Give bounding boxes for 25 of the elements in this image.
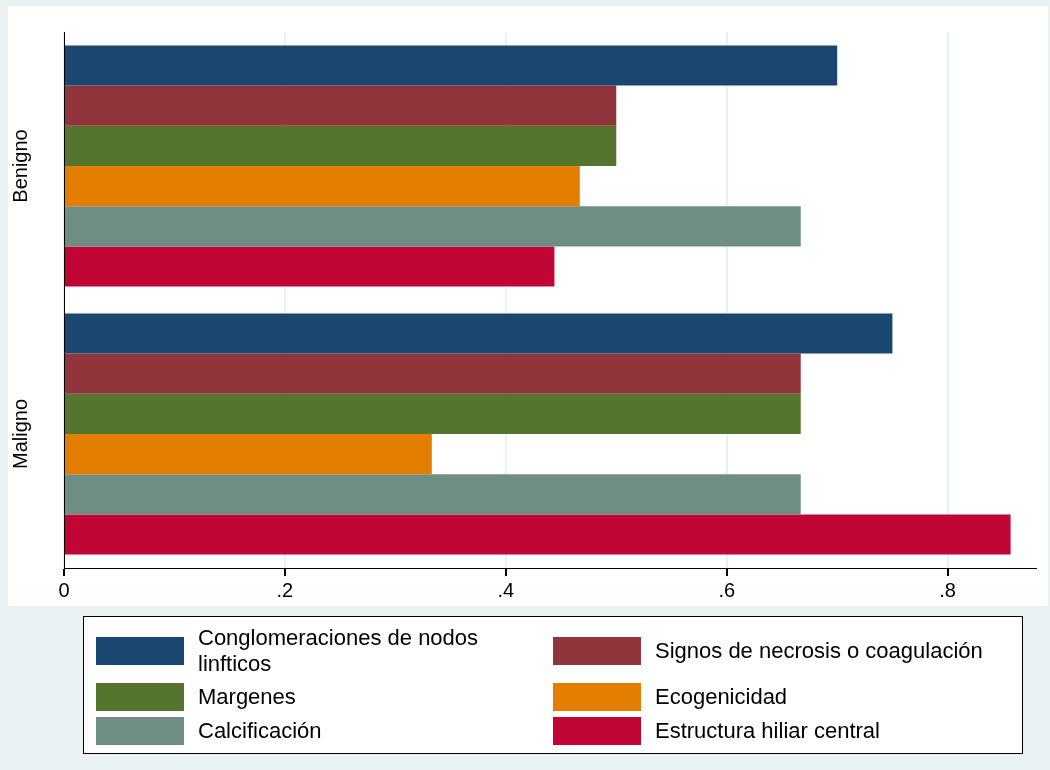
y-tick-label: Benigno [8, 129, 31, 203]
legend-label: Signos de necrosis o coagulación [655, 638, 983, 664]
x-tick-label: .8 [939, 578, 956, 601]
bar [65, 246, 555, 287]
legend-label: Conglomeraciones de nodos linfticos [198, 625, 480, 677]
bar [65, 474, 801, 515]
legend-label: Margenes [198, 684, 296, 710]
bar [65, 125, 617, 166]
bar [65, 166, 580, 207]
x-tick-label: .2 [276, 578, 294, 601]
bar [65, 434, 432, 475]
legend-label: Estructura hiliar central [655, 718, 880, 744]
bar [65, 514, 1011, 555]
legend-label: Ecogenicidad [655, 684, 788, 710]
x-tick-label: .4 [497, 578, 515, 601]
x-tick-label: .6 [718, 578, 736, 601]
bar [65, 393, 801, 434]
bar [65, 45, 838, 86]
bar [65, 85, 617, 126]
bar [65, 353, 801, 394]
bar [65, 313, 893, 354]
legend-label: Calcificación [198, 718, 322, 744]
bar [65, 206, 801, 247]
x-tick-label: 0 [58, 578, 70, 601]
y-tick-label: Maligno [8, 398, 31, 470]
